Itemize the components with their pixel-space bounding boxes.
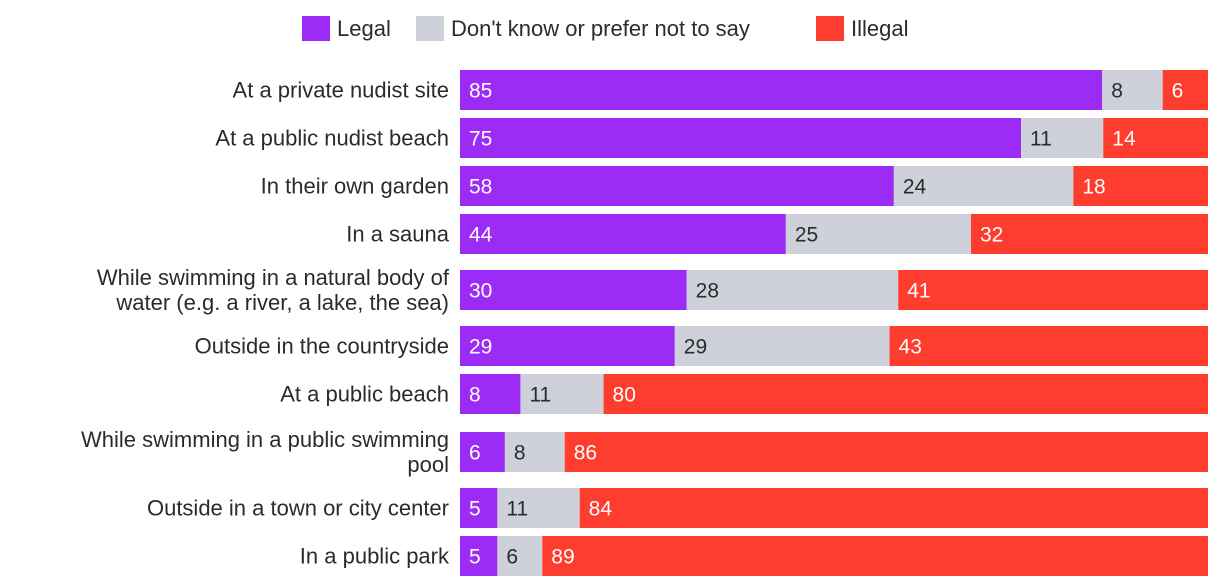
category-label-2: At a public nudist beach bbox=[215, 126, 449, 151]
legend: Legal Don't know or prefer not to say Ille… bbox=[302, 16, 908, 41]
bar-legal-2 bbox=[460, 118, 1021, 158]
value-label-legal-6: 29 bbox=[469, 336, 492, 359]
value-label-legal-3: 58 bbox=[469, 176, 492, 199]
bar-legal-5 bbox=[460, 270, 687, 310]
value-label-legal-2: 75 bbox=[469, 128, 492, 151]
value-label-illegal-7: 80 bbox=[613, 384, 636, 407]
bar-illegal-1 bbox=[1162, 70, 1208, 110]
value-label-illegal-4: 32 bbox=[980, 224, 1003, 247]
legend-label-illegal: Illegal bbox=[851, 16, 908, 41]
bar-illegal-2 bbox=[1103, 118, 1208, 158]
category-label-7: At a public beach bbox=[280, 382, 449, 407]
value-label-legal-7: 8 bbox=[469, 384, 481, 407]
bar-illegal-6 bbox=[889, 326, 1208, 366]
category-label-5: While swimming in a natural body of water… bbox=[97, 265, 450, 315]
category-label-10: In a public park bbox=[300, 544, 450, 569]
value-label-illegal-9: 84 bbox=[589, 498, 613, 521]
bar-illegal-4 bbox=[971, 214, 1208, 254]
value-label-illegal-1: 6 bbox=[1172, 80, 1184, 103]
value-label-legal-5: 30 bbox=[469, 280, 492, 303]
category-label-4: In a sauna bbox=[346, 222, 450, 247]
value-label-don-t-know-or-prefer-not-to-say-8: 8 bbox=[514, 442, 526, 465]
category-label-6: Outside in the countryside bbox=[195, 334, 449, 359]
bar-don-t-know-or-prefer-not-to-say-6 bbox=[674, 326, 890, 366]
bar-legal-8 bbox=[460, 432, 505, 472]
bar-legal-3 bbox=[460, 166, 894, 206]
value-label-don-t-know-or-prefer-not-to-say-9: 11 bbox=[506, 498, 528, 521]
value-label-illegal-6: 43 bbox=[899, 336, 922, 359]
bar-don-t-know-or-prefer-not-to-say-9 bbox=[497, 488, 580, 528]
bar-illegal-8 bbox=[564, 432, 1208, 472]
bar-don-t-know-or-prefer-not-to-say-1 bbox=[1102, 70, 1163, 110]
bar-legal-6 bbox=[460, 326, 675, 366]
category-label-3: In their own garden bbox=[261, 174, 449, 199]
bar-don-t-know-or-prefer-not-to-say-7 bbox=[520, 374, 604, 414]
bar-don-t-know-or-prefer-not-to-say-5 bbox=[686, 270, 899, 310]
bar-don-t-know-or-prefer-not-to-say-3 bbox=[893, 166, 1074, 206]
bar-legal-1 bbox=[460, 70, 1103, 110]
category-label-8: While swimming in a public swimming pool bbox=[81, 427, 449, 477]
value-label-legal-8: 6 bbox=[469, 442, 481, 465]
value-label-illegal-2: 14 bbox=[1112, 128, 1136, 151]
bar-don-t-know-or-prefer-not-to-say-4 bbox=[785, 214, 972, 254]
value-label-don-t-know-or-prefer-not-to-say-10: 6 bbox=[506, 546, 518, 569]
value-label-legal-9: 5 bbox=[469, 498, 481, 521]
value-label-don-t-know-or-prefer-not-to-say-2: 11 bbox=[1030, 128, 1052, 151]
bar-illegal-9 bbox=[579, 488, 1208, 528]
value-label-legal-1: 85 bbox=[469, 80, 492, 103]
legend-label-don-t-know-or-prefer-not-to-say: Don't know or prefer not to say bbox=[451, 16, 750, 41]
legend-swatch-illegal bbox=[816, 16, 844, 41]
value-label-don-t-know-or-prefer-not-to-say-7: 11 bbox=[529, 384, 551, 407]
bar-legal-4 bbox=[460, 214, 786, 254]
bar-don-t-know-or-prefer-not-to-say-10 bbox=[497, 536, 543, 576]
bar-illegal-7 bbox=[603, 374, 1208, 414]
category-label-9: Outside in a town or city center bbox=[147, 496, 449, 521]
bar-legal-9 bbox=[460, 488, 498, 528]
bar-don-t-know-or-prefer-not-to-say-2 bbox=[1021, 118, 1104, 158]
legend-swatch-don-t-know-or-prefer-not-to-say bbox=[416, 16, 444, 41]
value-label-illegal-3: 18 bbox=[1082, 176, 1105, 199]
legend-swatch-legal bbox=[302, 16, 330, 41]
value-label-legal-10: 5 bbox=[469, 546, 481, 569]
value-label-don-t-know-or-prefer-not-to-say-5: 28 bbox=[696, 280, 719, 303]
value-label-illegal-8: 86 bbox=[574, 442, 597, 465]
bar-legal-7 bbox=[460, 374, 521, 414]
value-label-illegal-5: 41 bbox=[907, 280, 930, 303]
value-label-legal-4: 44 bbox=[469, 224, 493, 247]
bar-illegal-3 bbox=[1073, 166, 1208, 206]
value-label-don-t-know-or-prefer-not-to-say-6: 29 bbox=[684, 336, 707, 359]
legend-label-legal: Legal bbox=[337, 16, 391, 41]
bar-don-t-know-or-prefer-not-to-say-8 bbox=[504, 432, 565, 472]
category-labels: At a private nudist site At a public nudi… bbox=[81, 78, 450, 569]
value-label-don-t-know-or-prefer-not-to-say-1: 8 bbox=[1111, 80, 1123, 103]
bar-illegal-5 bbox=[898, 270, 1208, 310]
value-label-don-t-know-or-prefer-not-to-say-4: 25 bbox=[795, 224, 818, 247]
category-label-1: At a private nudist site bbox=[233, 78, 449, 103]
bar-legal-10 bbox=[460, 536, 498, 576]
bar-illegal-10 bbox=[542, 536, 1208, 576]
value-label-illegal-10: 89 bbox=[551, 546, 574, 569]
value-label-don-t-know-or-prefer-not-to-say-3: 24 bbox=[903, 176, 927, 199]
